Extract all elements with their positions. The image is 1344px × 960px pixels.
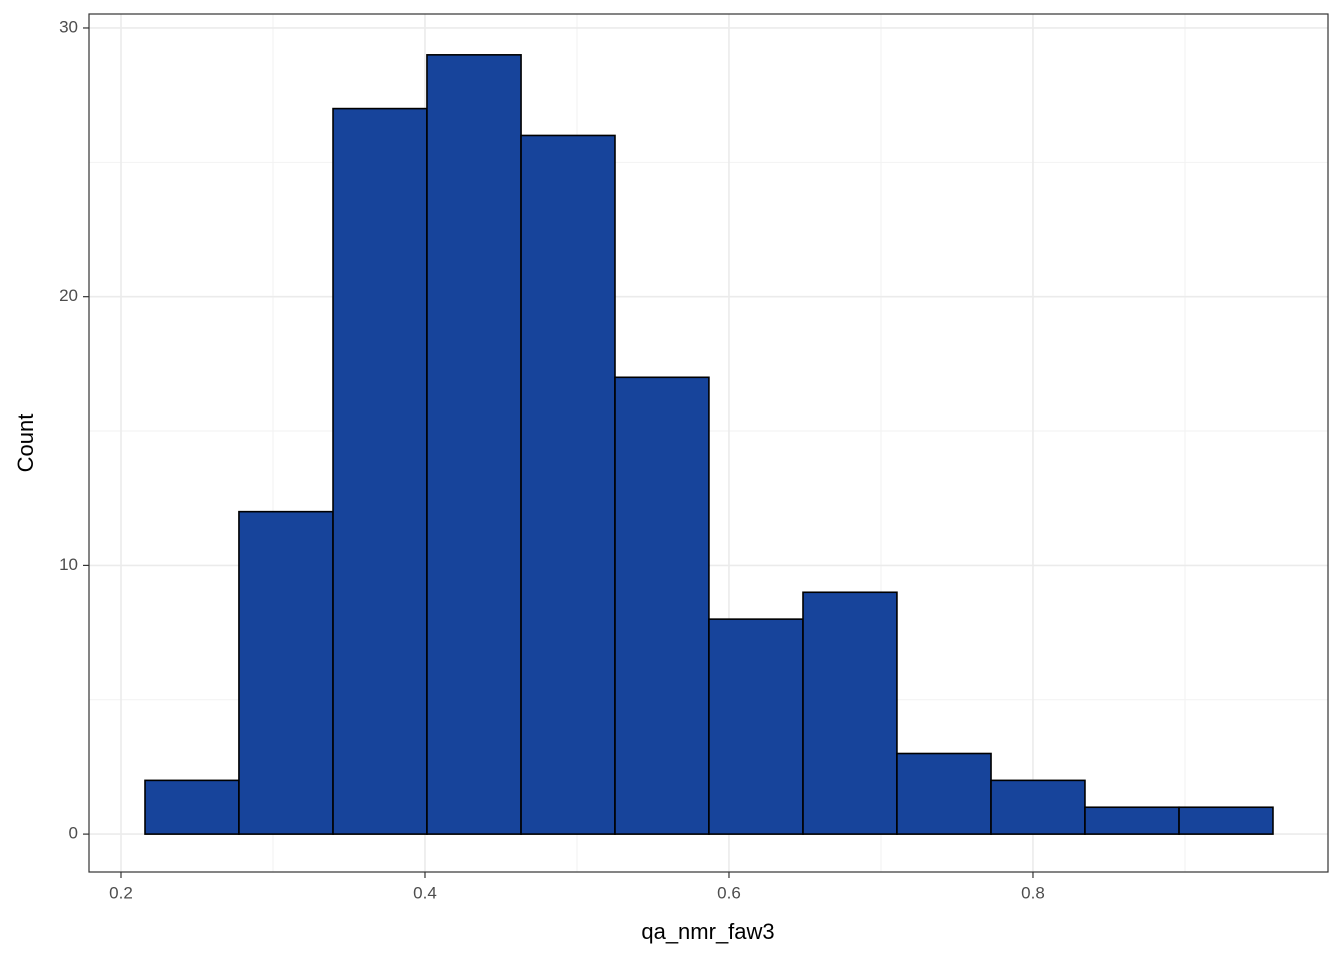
y-axis-title: Count [13, 414, 38, 473]
y-tick-label: 20 [59, 286, 78, 305]
bar [990, 779, 1086, 835]
x-tick-label: 0.4 [413, 883, 437, 902]
bar [144, 779, 240, 835]
axes: 0.2 0.4 0.6 0.8 0 10 20 30 [59, 17, 1045, 902]
bar [614, 376, 710, 835]
panel-border [88, 13, 1329, 873]
bar [1084, 806, 1180, 835]
bar [896, 752, 992, 835]
y-tick-label: 30 [59, 17, 78, 36]
x-tick-label: 0.2 [109, 883, 133, 902]
bar [332, 107, 428, 835]
bars [144, 54, 1274, 835]
x-tick-label: 0.6 [717, 883, 741, 902]
bar [802, 591, 898, 835]
bar [1178, 806, 1274, 835]
y-tick-label: 10 [59, 555, 78, 574]
x-axis-title: qa_nmr_faw3 [641, 919, 774, 944]
y-tick-label: 0 [69, 824, 78, 843]
bar [708, 618, 804, 835]
bar [238, 510, 334, 835]
bar [426, 54, 522, 835]
bar [520, 134, 616, 835]
x-tick-label: 0.8 [1021, 883, 1045, 902]
